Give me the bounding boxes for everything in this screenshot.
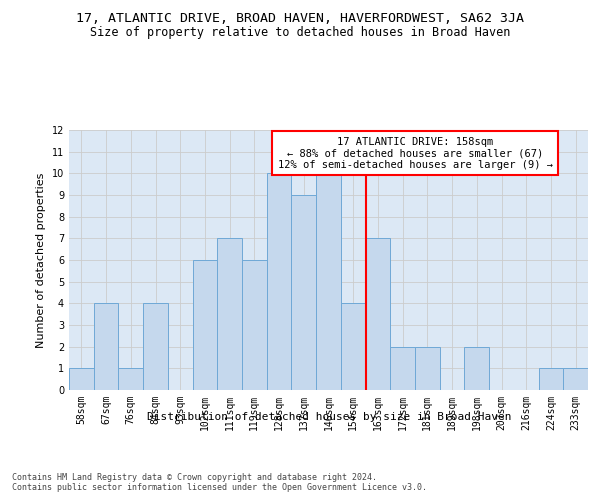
Bar — [292, 195, 316, 390]
Bar — [94, 304, 118, 390]
Bar — [193, 260, 217, 390]
Bar — [143, 304, 168, 390]
Text: Size of property relative to detached houses in Broad Haven: Size of property relative to detached ho… — [90, 26, 510, 39]
Bar — [267, 174, 292, 390]
Text: Contains HM Land Registry data © Crown copyright and database right 2024.: Contains HM Land Registry data © Crown c… — [12, 472, 377, 482]
Bar — [217, 238, 242, 390]
Text: Contains public sector information licensed under the Open Government Licence v3: Contains public sector information licen… — [12, 484, 427, 492]
Bar — [365, 238, 390, 390]
Bar — [316, 174, 341, 390]
Bar — [539, 368, 563, 390]
Bar — [563, 368, 588, 390]
Y-axis label: Number of detached properties: Number of detached properties — [36, 172, 46, 348]
Bar — [118, 368, 143, 390]
Bar — [69, 368, 94, 390]
Bar — [464, 346, 489, 390]
Text: 17, ATLANTIC DRIVE, BROAD HAVEN, HAVERFORDWEST, SA62 3JA: 17, ATLANTIC DRIVE, BROAD HAVEN, HAVERFO… — [76, 12, 524, 26]
Bar — [341, 304, 365, 390]
Text: Distribution of detached houses by size in Broad Haven: Distribution of detached houses by size … — [146, 412, 511, 422]
Bar — [242, 260, 267, 390]
Bar — [390, 346, 415, 390]
Bar — [415, 346, 440, 390]
Text: 17 ATLANTIC DRIVE: 158sqm
← 88% of detached houses are smaller (67)
12% of semi-: 17 ATLANTIC DRIVE: 158sqm ← 88% of detac… — [277, 136, 553, 170]
